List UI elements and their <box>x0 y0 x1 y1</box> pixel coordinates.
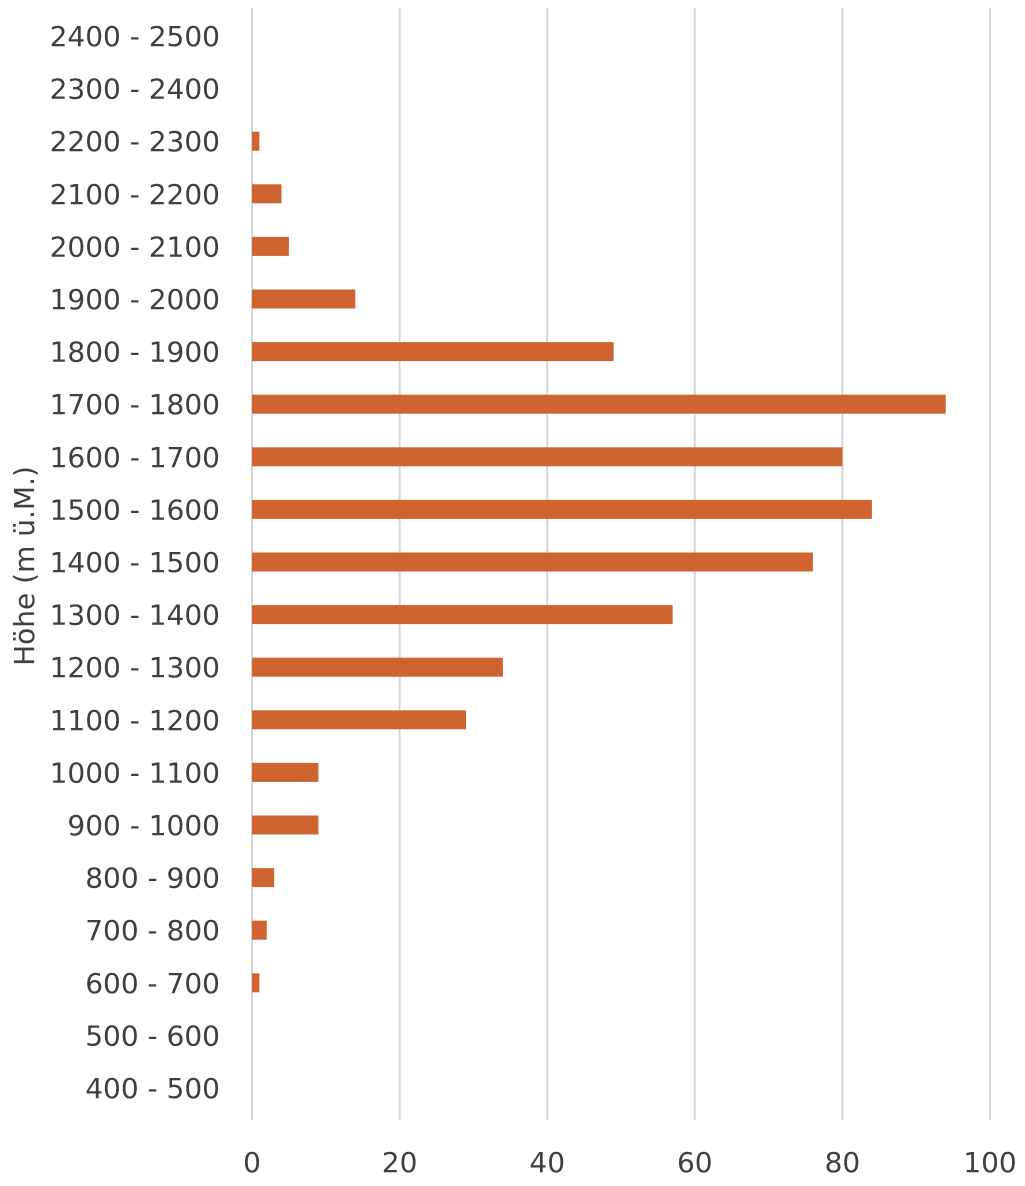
category-label: 2000 - 2100 <box>50 230 220 263</box>
bar <box>252 447 843 467</box>
bar <box>252 657 503 677</box>
bar <box>252 552 813 572</box>
category-labels: 2400 - 2500 2300 - 2400 2200 - 2300 2100 - … <box>50 20 220 1105</box>
bar <box>252 710 467 730</box>
category-label: 2300 - 2400 <box>50 73 220 106</box>
bar <box>252 342 614 362</box>
x-tick-labels: 0 20 40 60 80 100 <box>243 1146 1017 1179</box>
category-label: 1800 - 1900 <box>50 336 220 369</box>
bar <box>252 131 260 151</box>
bar <box>252 762 319 782</box>
category-label: 1700 - 1800 <box>50 388 220 421</box>
category-label: 400 - 500 <box>85 1072 220 1105</box>
bars <box>252 131 946 993</box>
category-label: 1300 - 1400 <box>50 599 220 632</box>
bar <box>252 289 356 309</box>
category-label: 1100 - 1200 <box>50 704 220 737</box>
x-tick-label: 60 <box>677 1146 713 1179</box>
category-label: 2200 - 2300 <box>50 125 220 158</box>
category-label: 1200 - 1300 <box>50 651 220 684</box>
bar <box>252 184 282 204</box>
x-tick-label: 40 <box>529 1146 565 1179</box>
y-axis-label: Höhe (m ü.M.) <box>8 466 41 666</box>
x-tick-label: 80 <box>825 1146 861 1179</box>
bar <box>252 605 673 625</box>
category-label: 700 - 800 <box>85 914 220 947</box>
category-label: 900 - 1000 <box>67 809 220 842</box>
category-label: 600 - 700 <box>85 967 220 1000</box>
category-label: 500 - 600 <box>85 1019 220 1052</box>
category-label: 2100 - 2200 <box>50 178 220 211</box>
category-label: 1500 - 1600 <box>50 493 220 526</box>
bar <box>252 499 872 519</box>
bar <box>252 868 275 888</box>
x-tick-label: 100 <box>963 1146 1016 1179</box>
category-label: 1900 - 2000 <box>50 283 220 316</box>
x-tick-label: 20 <box>382 1146 418 1179</box>
category-label: 1400 - 1500 <box>50 546 220 579</box>
category-label: 1000 - 1100 <box>50 756 220 789</box>
category-label: 800 - 900 <box>85 862 220 895</box>
bar <box>252 815 319 835</box>
bar <box>252 920 267 940</box>
bar <box>252 394 946 414</box>
x-tick-label: 0 <box>243 1146 261 1179</box>
bar <box>252 973 260 993</box>
category-label: 1600 - 1700 <box>50 441 220 474</box>
category-label: 2400 - 2500 <box>50 20 220 53</box>
bar <box>252 236 289 256</box>
